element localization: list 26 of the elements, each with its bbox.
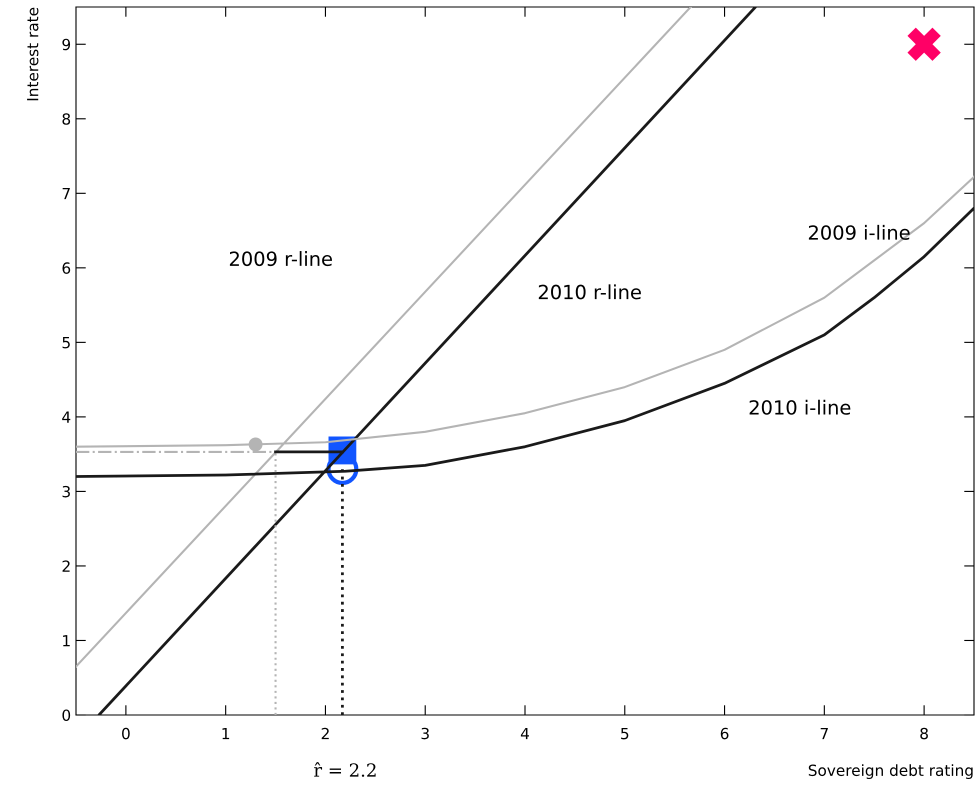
- x-tick-label: 2: [322, 728, 329, 740]
- y-tick-label: 9: [62, 38, 70, 50]
- text: r̂ = 2.2: [314, 762, 376, 777]
- x-axis-title: Sovereign debt rating: [808, 764, 973, 780]
- annotation: 2010 i-line: [750, 400, 850, 415]
- y-tick-label: 7: [62, 188, 70, 200]
- y-tick-label: 5: [62, 337, 70, 348]
- x-tick-label: 8: [920, 728, 928, 740]
- y-tick-label: 0: [62, 709, 70, 722]
- y-tick-label: 4: [62, 412, 70, 423]
- y-tick-label: 2: [62, 560, 70, 572]
- annotation: 2009 i-line: [808, 224, 910, 240]
- x-tick-label: 3: [422, 728, 429, 740]
- x-tick-label: 0: [122, 728, 130, 740]
- annotation: 2009 r-line: [230, 251, 332, 266]
- x-tick-label: 5: [621, 728, 628, 740]
- y-axis-title: Interest rate: [27, 8, 38, 100]
- annotation: 2010 r-line: [538, 284, 641, 300]
- x-tick-label: 6: [720, 728, 728, 740]
- y-tick-label: 6: [62, 262, 70, 274]
- x-tick-label: 4: [520, 728, 530, 740]
- y-tick-label: 3: [62, 486, 70, 498]
- x-tick-label: 7: [820, 728, 828, 740]
- y-tick-label: 1: [63, 635, 70, 646]
- y-tick-label: 8: [62, 113, 70, 125]
- x-tick-label: 1: [222, 728, 230, 740]
